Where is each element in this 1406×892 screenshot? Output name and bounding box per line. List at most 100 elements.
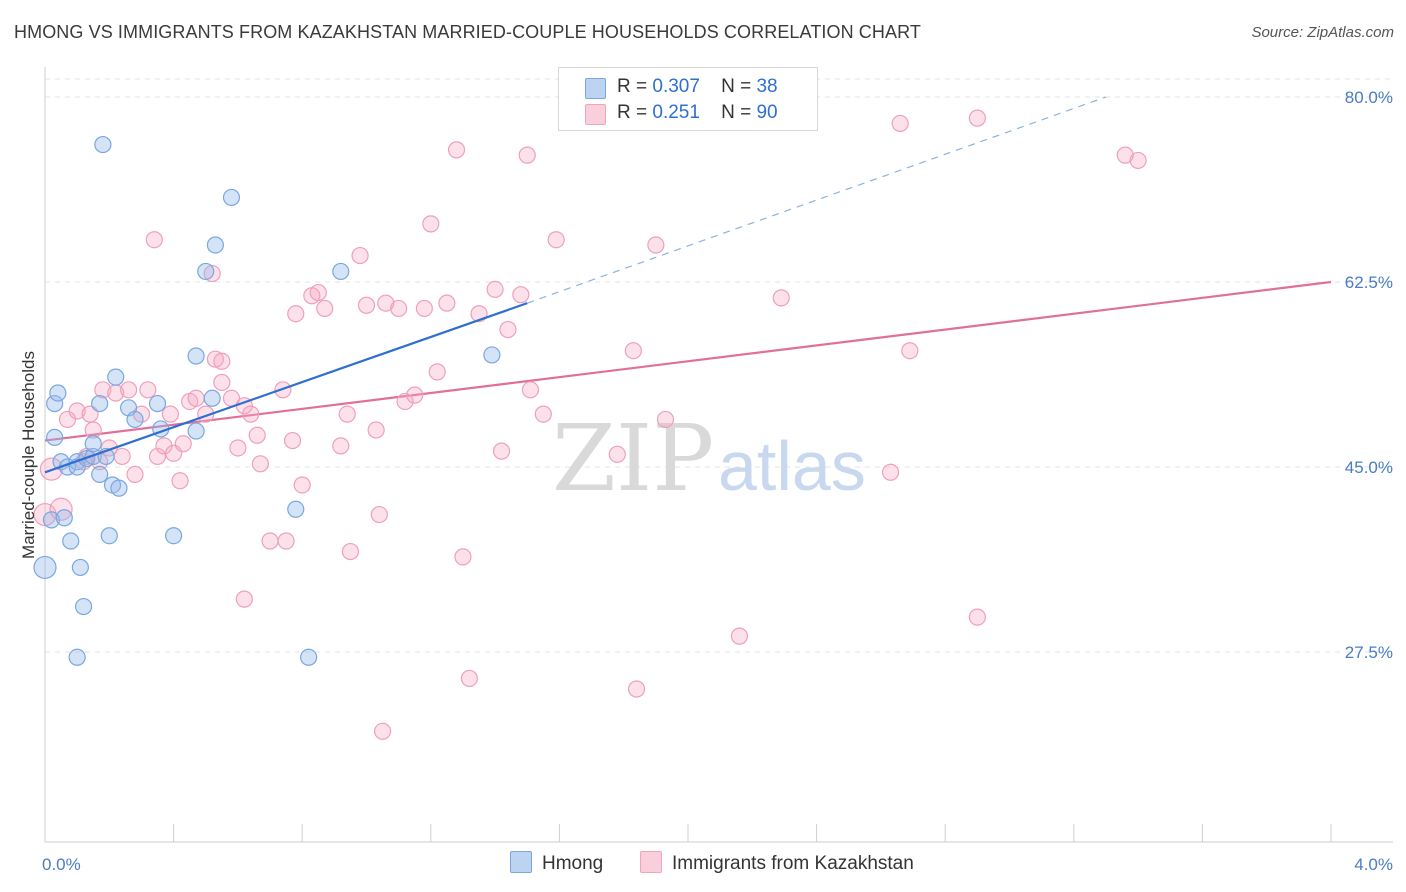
hmong-point	[33, 555, 57, 580]
hmong-point	[126, 410, 144, 429]
hmong-point	[187, 347, 205, 365]
legend-n-label: N =	[721, 102, 752, 123]
kazakhstan-point	[49, 497, 73, 521]
watermark-zip: ZIP	[552, 405, 714, 512]
kazakhstan-point	[881, 463, 900, 481]
kazakhstan-point	[647, 236, 665, 254]
hmong-point	[100, 527, 118, 545]
kazakhstan-point	[261, 532, 279, 550]
kazakhstan-point	[351, 246, 369, 265]
hmong-point	[222, 188, 241, 207]
hmong-point	[110, 479, 128, 497]
kazakhstan-point	[235, 590, 253, 608]
kazakhstan-point	[438, 294, 456, 312]
hmong-trend-line	[44, 302, 528, 474]
y-tick-label: 62.5%	[1345, 273, 1393, 292]
hmong-legend-label: Hmong	[542, 853, 604, 874]
hmong-point	[206, 236, 224, 254]
kazakhstan-point	[126, 465, 144, 483]
kazakhstan-point	[373, 722, 392, 740]
kazakhstan-point	[94, 381, 112, 399]
y-tick-label: 27.5%	[1345, 643, 1393, 662]
kazakhstan-point	[454, 548, 472, 566]
kazakhstan-point	[415, 299, 433, 318]
hmong-legend-swatch	[510, 851, 532, 873]
kazakhstan-point	[338, 405, 356, 423]
kazakhstan-point	[406, 386, 424, 404]
kazakhstan-point	[113, 447, 131, 466]
grid-lines	[45, 78, 1393, 653]
hmong-point	[55, 509, 73, 527]
kazakhstan-point	[730, 627, 749, 645]
kazakhstan-point	[492, 442, 511, 460]
kazakhstan-point	[213, 373, 231, 392]
kazakhstan-point	[242, 405, 260, 423]
kazakhstan-legend-swatch	[640, 851, 662, 873]
correlation-legend: R = 0.307 N = 38 R = 0.251 N = 90	[558, 67, 818, 131]
kazakhstan-point	[248, 426, 266, 444]
hmong-point	[62, 532, 80, 550]
kazakhstan-point	[213, 352, 231, 370]
legend-n-value: 90	[756, 102, 778, 123]
hmong-point	[46, 394, 64, 413]
kazakhstan-point	[283, 431, 302, 450]
legend-r-value: 0.251	[652, 102, 700, 123]
kazakhstan-point	[547, 231, 565, 249]
kazakhstan-swatch	[585, 104, 606, 125]
kazakhstan-point	[396, 392, 414, 411]
kazakhstan-point	[367, 421, 385, 439]
hmong-point	[187, 422, 205, 440]
kazakhstan-point	[518, 146, 536, 164]
hmong-point	[42, 511, 61, 529]
trend-lines	[44, 96, 1332, 442]
hmong-point	[300, 648, 318, 666]
hmong-point	[197, 262, 215, 281]
kazakhstan-point	[656, 410, 675, 429]
kazakhstan-point	[357, 296, 376, 314]
bottom-legend-hmong: Hmong	[510, 851, 603, 875]
kazakhstan-point	[486, 280, 504, 298]
hmong-point	[287, 500, 305, 518]
kazakhstan-point	[148, 447, 167, 466]
chart-title: HMONG VS IMMIGRANTS FROM KAZAKHSTAN MARR…	[14, 22, 921, 42]
kazakhstan-point	[174, 435, 192, 453]
kazakhstan-point	[891, 114, 909, 133]
x-tick-label-end: 4.0%	[1354, 855, 1393, 874]
kazakhstan-point	[370, 505, 388, 524]
kazakhstan-point	[203, 264, 221, 283]
kazakhstan-point	[624, 342, 642, 360]
hmong-point	[46, 428, 64, 446]
watermark: ZIP atlas	[552, 405, 866, 512]
kazakhstan-point	[460, 669, 478, 688]
hmong-point	[84, 435, 102, 453]
y-tick-label: 80.0%	[1345, 88, 1393, 107]
x-tick-label-start: 0.0%	[42, 855, 81, 874]
kazakhstan-point	[84, 421, 102, 439]
hmong-point	[483, 346, 501, 364]
legend-r-value: 0.307	[652, 76, 700, 97]
kazakhstan-point	[309, 283, 327, 302]
source-label: Source: ZipAtlas.com	[1251, 24, 1394, 41]
kazakhstan-point	[277, 532, 295, 550]
hmong-point	[68, 648, 86, 666]
hmong-point	[203, 389, 221, 407]
kazakhstan-point	[229, 439, 247, 457]
y-tick-label: 45.0%	[1345, 458, 1393, 477]
kazakhstan-point	[171, 472, 189, 490]
kazakhstan-legend-label: Immigrants from Kazakhstan	[672, 853, 914, 874]
kazakhstan-point	[447, 141, 466, 159]
kazakhstan-point	[119, 381, 138, 399]
hmong-point	[49, 384, 67, 402]
kazakhstan-point	[772, 289, 790, 307]
kazakhstan-point	[377, 294, 395, 312]
hmong-point	[148, 394, 167, 413]
kazakhstan-point	[139, 381, 157, 399]
kazakhstan-point	[332, 437, 350, 455]
hmong-point	[165, 527, 183, 545]
kazakhstan-point	[68, 402, 86, 420]
legend-n-value: 38	[756, 76, 778, 97]
kazakhstan-point	[145, 231, 163, 249]
kazakhstan-point	[206, 350, 224, 368]
hmong-point	[74, 597, 93, 616]
